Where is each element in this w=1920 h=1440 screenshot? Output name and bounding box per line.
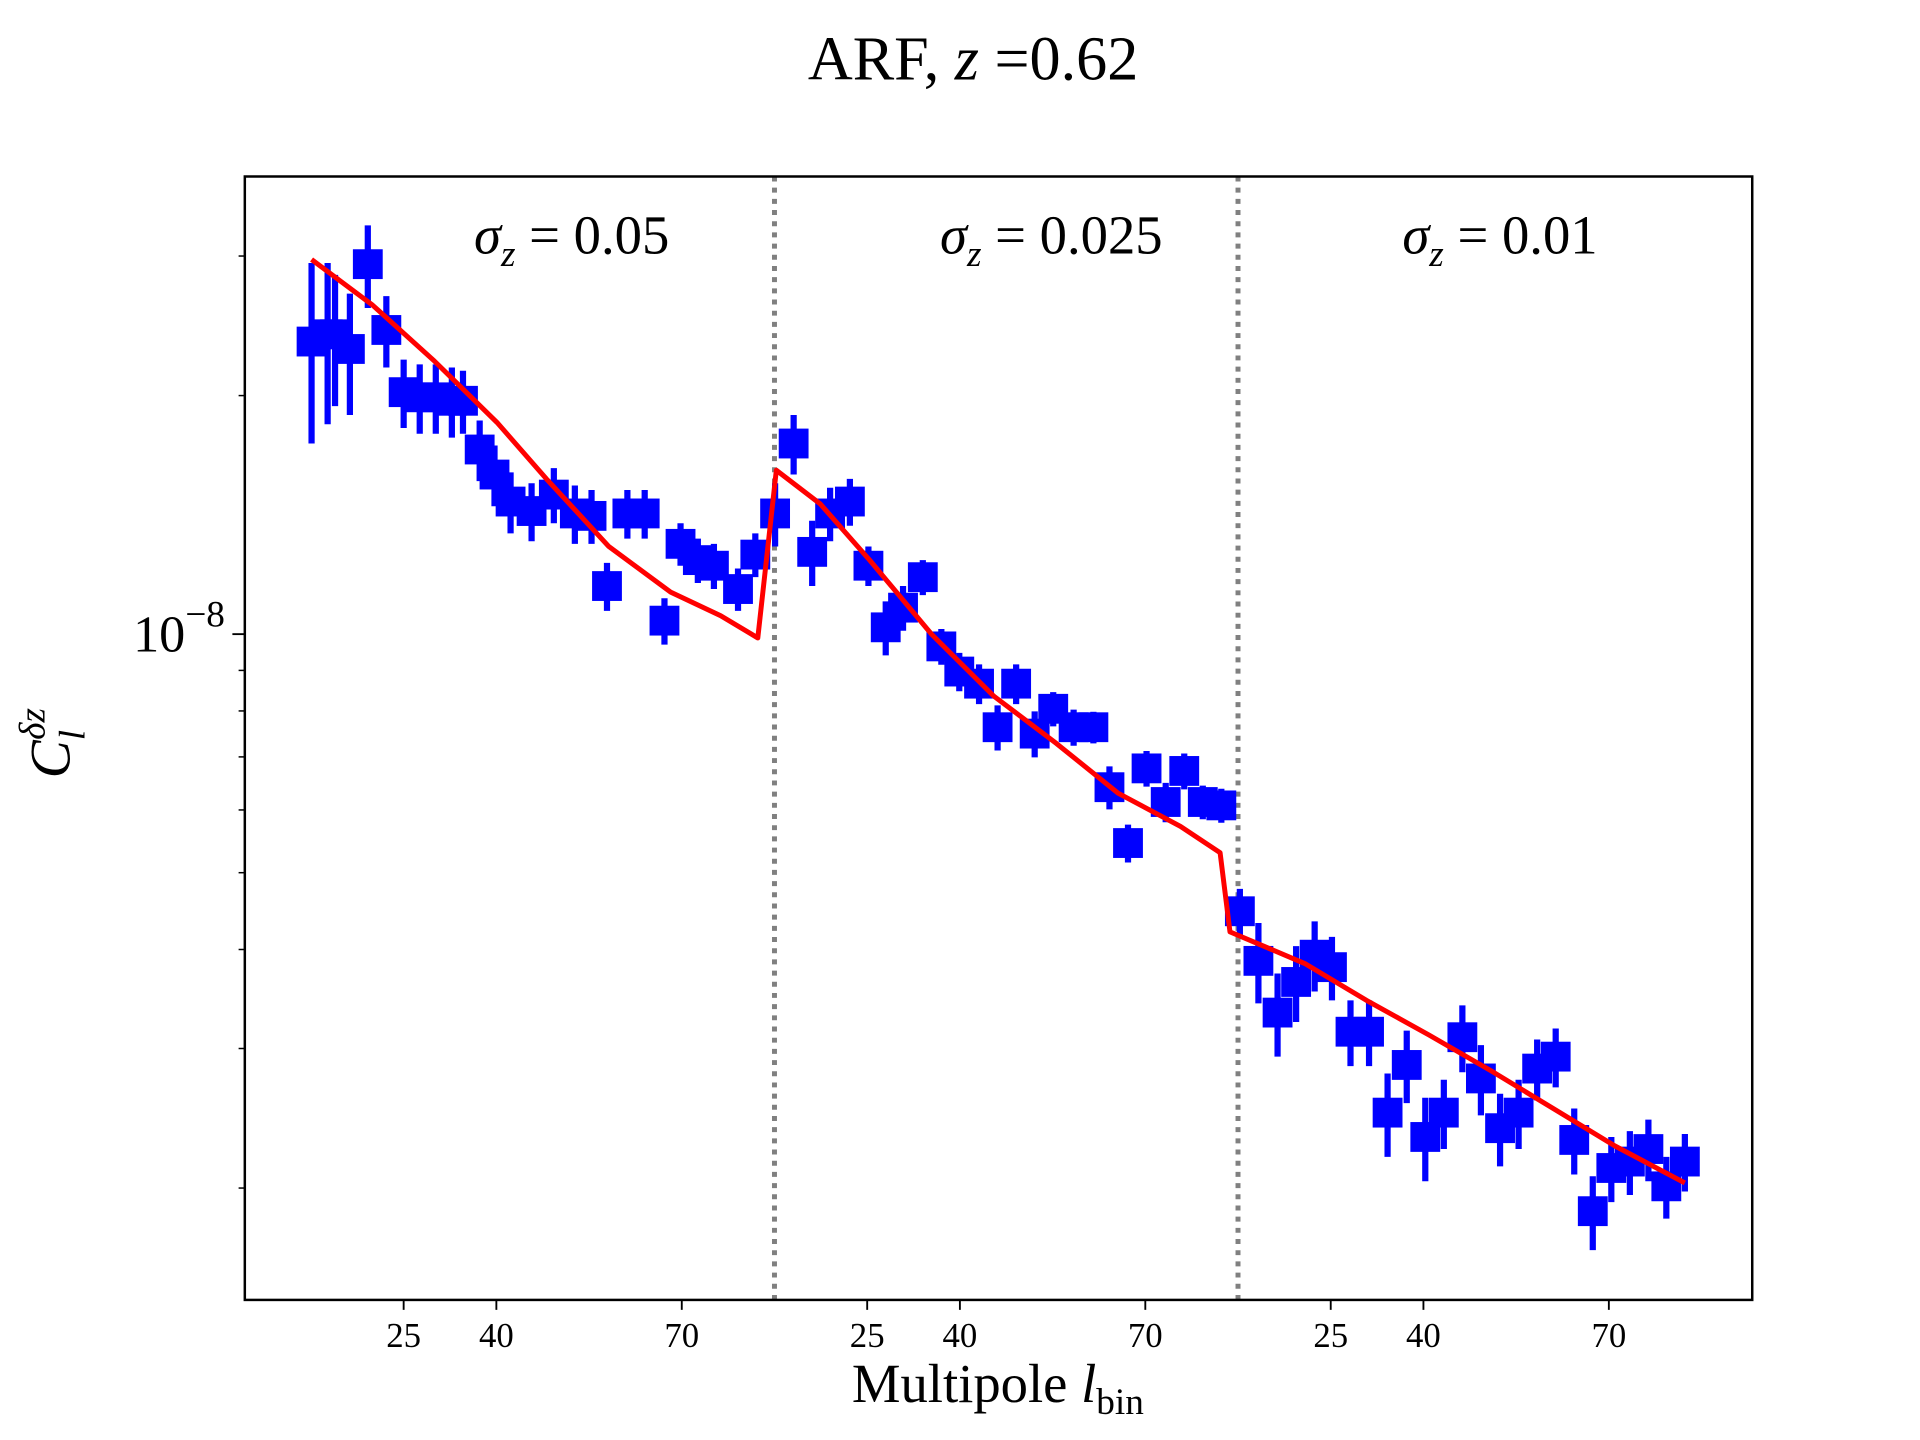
data-point: [1262, 997, 1293, 1028]
data-point: [334, 334, 365, 364]
x-tick-label: 40: [943, 1316, 978, 1355]
data-point: [723, 574, 753, 604]
data-point: [1206, 790, 1237, 821]
annotation-symbol: σ: [1402, 205, 1431, 266]
xlabel-sub: bin: [1096, 1382, 1144, 1423]
model-line: [310, 257, 1687, 1186]
annotation: σz = 0.05: [474, 205, 669, 275]
x-tick-label: 70: [1128, 1316, 1163, 1355]
ylabel-sub: l: [53, 730, 94, 740]
annotation: σz = 0.025: [940, 205, 1163, 275]
x-tick-label: 25: [1313, 1316, 1348, 1355]
x-tick-label: 70: [664, 1316, 699, 1355]
ylabel-base: C: [20, 739, 83, 778]
data-point: [1465, 1063, 1496, 1094]
y-tick-base: 10: [133, 606, 185, 664]
data-point: [1131, 753, 1162, 784]
annotation-sub: z: [500, 234, 516, 275]
data-point: [592, 571, 622, 601]
data-point: [479, 459, 510, 490]
ylabel-sup: δz: [13, 707, 54, 739]
title-text: =0.62: [979, 26, 1138, 94]
data-point: [1169, 756, 1200, 786]
data-point: [352, 249, 383, 280]
title-text: ARF,: [808, 26, 955, 94]
x-tick-label: 25: [850, 1316, 885, 1355]
x-tick-label: 70: [1591, 1316, 1626, 1355]
data-point: [464, 434, 495, 465]
data-point: [1540, 1041, 1571, 1072]
chart-title: ARF, z =0.62: [808, 26, 1138, 94]
data-point: [1577, 1196, 1608, 1227]
annotation-sub: z: [1428, 234, 1444, 275]
annotation-symbol: σ: [940, 205, 969, 266]
data-point: [1428, 1097, 1459, 1128]
data-point: [649, 605, 680, 636]
data-point: [1354, 1016, 1384, 1047]
annotation-text: = 0.01: [1444, 205, 1598, 266]
annotation-text: = 0.025: [982, 205, 1163, 266]
annotation-text: = 0.05: [515, 205, 669, 266]
x-tick-label: 40: [1406, 1316, 1441, 1355]
data-point: [1113, 828, 1143, 858]
data-point: [797, 536, 828, 567]
data-point: [1001, 668, 1032, 699]
annotation-symbol: σ: [474, 205, 503, 266]
xlabel-text: Multipole: [852, 1353, 1081, 1414]
data-point: [629, 498, 660, 529]
data-point: [907, 562, 938, 593]
title-var: z: [954, 26, 979, 94]
annotation: σz = 0.01: [1402, 205, 1597, 275]
annotation-sub: z: [966, 234, 982, 275]
xlabel-var: l: [1081, 1353, 1096, 1414]
y-tick-exponent: −8: [185, 595, 225, 636]
data-point: [1391, 1050, 1422, 1080]
data-point: [1503, 1097, 1534, 1128]
data-point: [778, 428, 809, 459]
y-axis-label: Clδz: [13, 707, 94, 778]
y-tick-label: 10−8: [133, 595, 225, 664]
x-axis-label: Multipole lbin: [852, 1353, 1144, 1423]
data-point: [1669, 1146, 1700, 1177]
data-point: [982, 712, 1013, 743]
plot-frame: [243, 175, 1754, 1302]
data-point: [1372, 1097, 1403, 1128]
data-point: [1281, 967, 1312, 997]
x-tick-label: 40: [479, 1316, 514, 1355]
data-point: [1078, 712, 1109, 743]
data-point: [834, 486, 865, 517]
data-point: [1243, 945, 1274, 976]
x-tick-label: 25: [386, 1316, 421, 1355]
